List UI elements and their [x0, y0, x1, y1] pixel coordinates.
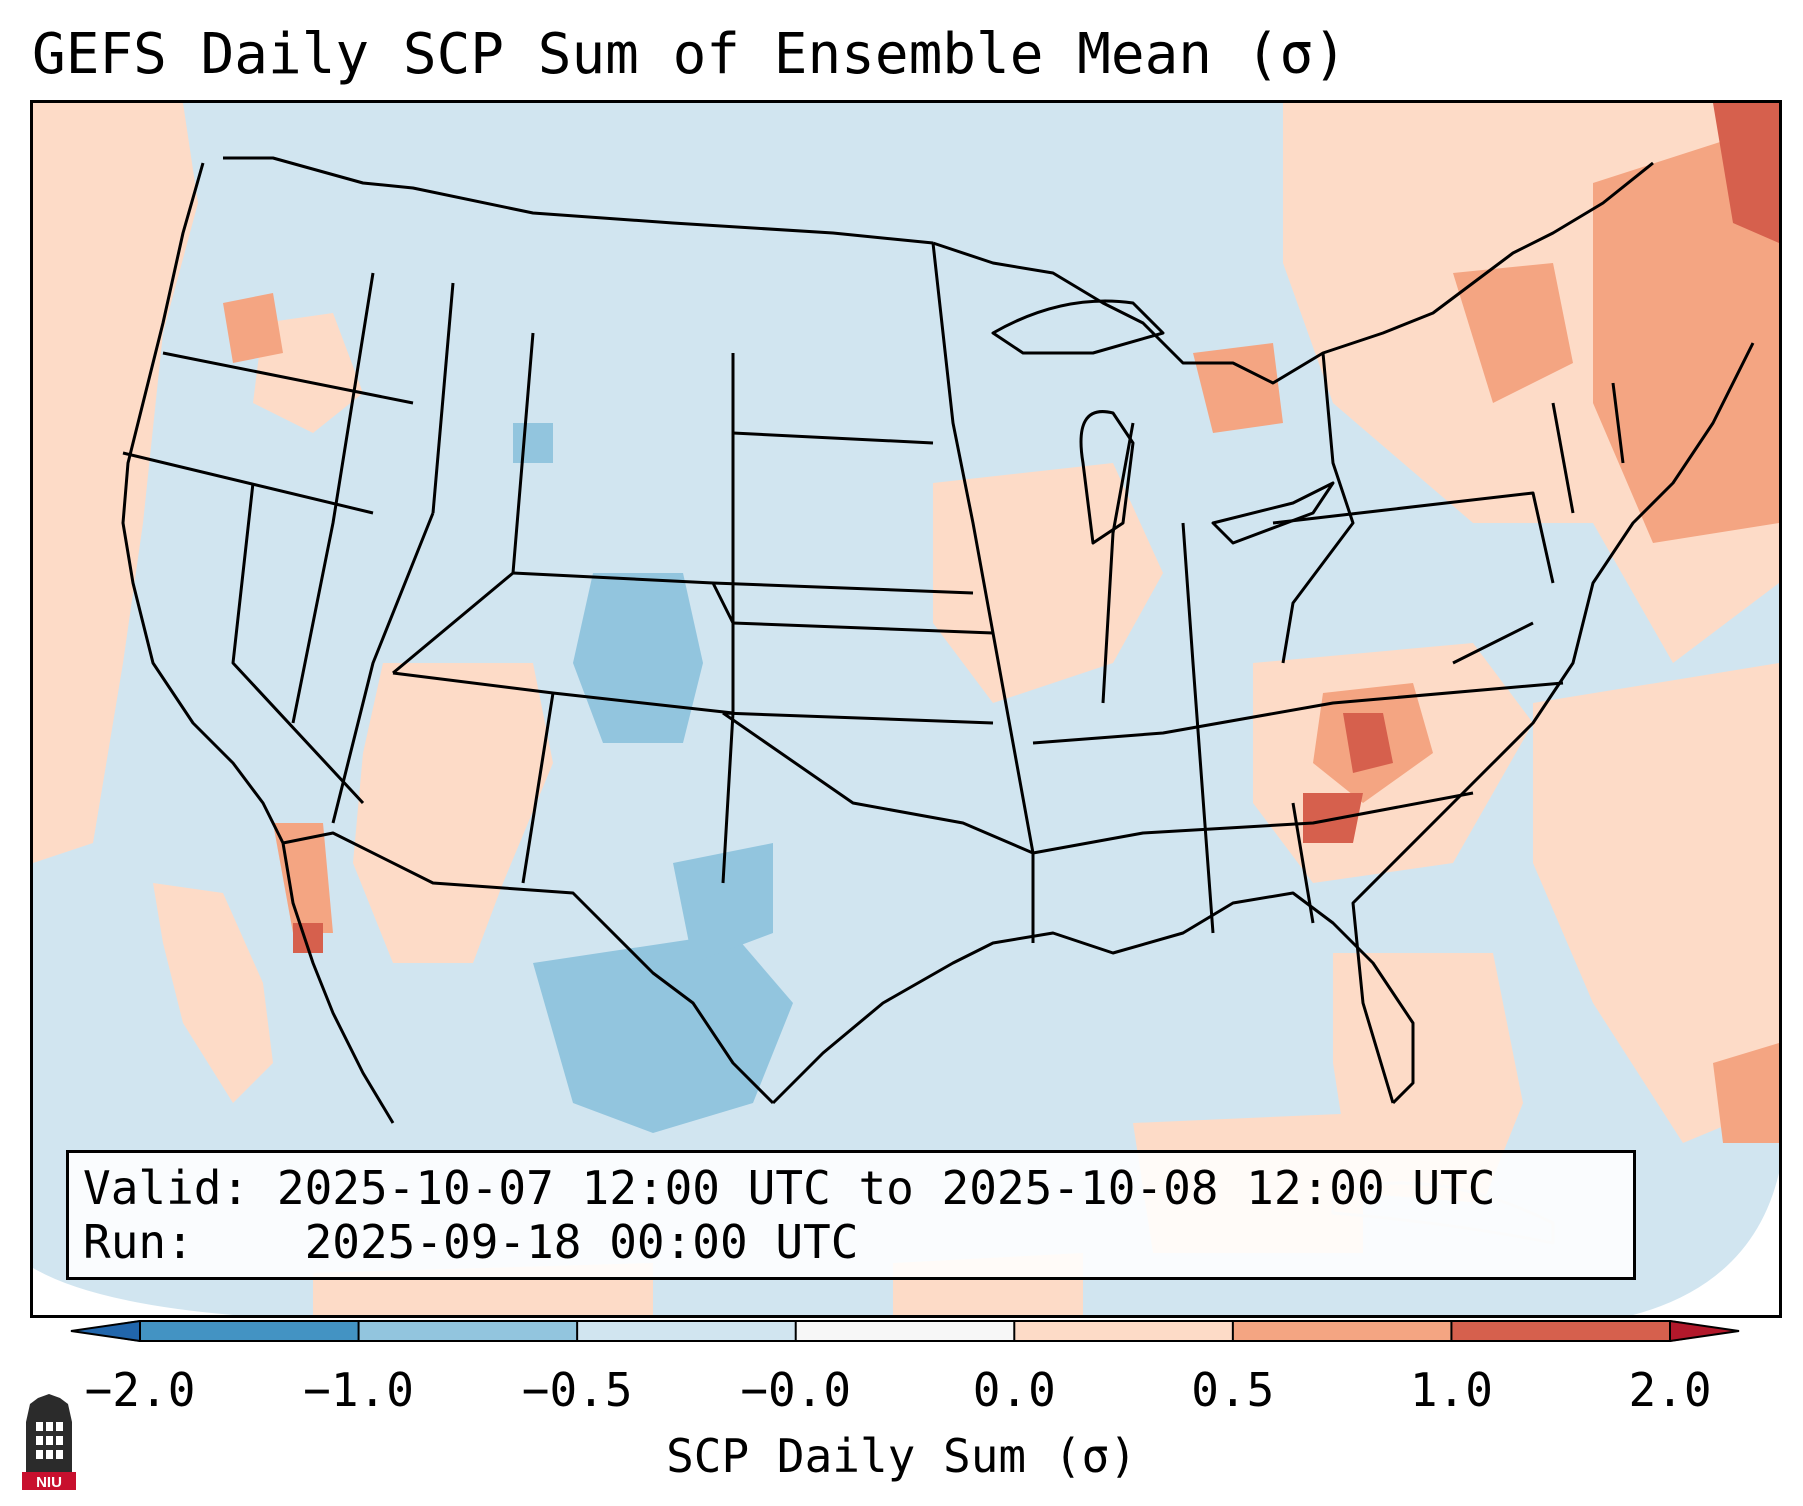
colorbar-segment	[577, 1320, 797, 1342]
colorbar-segment	[358, 1320, 578, 1342]
colorbar-tick-label: 2.0	[1628, 1363, 1712, 1417]
colorbar-segment	[1451, 1320, 1671, 1342]
colorbar	[70, 1320, 1740, 1342]
map-panel[interactable]	[30, 100, 1782, 1318]
valid-label: Valid:	[83, 1161, 250, 1215]
valid-value: 2025-10-07 12:00 UTC to 2025-10-08 12:00…	[276, 1161, 1496, 1215]
logo-tower-icon	[26, 1394, 72, 1472]
colorbar-tick-label: −2.0	[84, 1363, 196, 1417]
colorbar-segment	[795, 1320, 1015, 1342]
valid-row: Valid: 2025-10-07 12:00 UTC to 2025-10-0…	[83, 1161, 1619, 1215]
run-label: Run:	[83, 1215, 194, 1269]
colorbar-tick-label: 0.5	[1191, 1363, 1275, 1417]
colorbar-extend-high	[1670, 1320, 1740, 1342]
run-row: Run: 2025-09-18 00:00 UTC	[83, 1215, 1619, 1269]
valid-time-box: Valid: 2025-10-07 12:00 UTC to 2025-10-0…	[66, 1150, 1636, 1280]
logo-badge	[22, 1472, 76, 1490]
colorbar-segment	[1232, 1320, 1452, 1342]
colorbar-tick-label: 0.0	[972, 1363, 1056, 1417]
colorbar-tick-label: 1.0	[1409, 1363, 1493, 1417]
colorbar-segment	[140, 1320, 360, 1342]
map-canvas	[33, 103, 1779, 1315]
anomaly-patches	[33, 103, 1779, 1315]
run-value: 2025-09-18 00:00 UTC	[304, 1215, 859, 1269]
projection-edge-right	[1633, 1173, 1779, 1315]
map-title: GEFS Daily SCP Sum of Ensemble Mean (σ)	[32, 22, 1347, 87]
projection-edge-left	[33, 1268, 233, 1315]
colorbar-segment	[1014, 1320, 1234, 1342]
niu-logo: NIU	[22, 1394, 76, 1491]
colorbar-tick-label: −0.0	[740, 1363, 852, 1417]
colorbar-extend-low	[70, 1320, 140, 1342]
logo-text: NIU	[36, 1474, 62, 1491]
colorbar-tick-label: −1.0	[303, 1363, 414, 1417]
colorbar-label: SCP Daily Sum (σ)	[666, 1429, 1137, 1483]
colorbar-tick-label: −0.5	[521, 1363, 633, 1417]
